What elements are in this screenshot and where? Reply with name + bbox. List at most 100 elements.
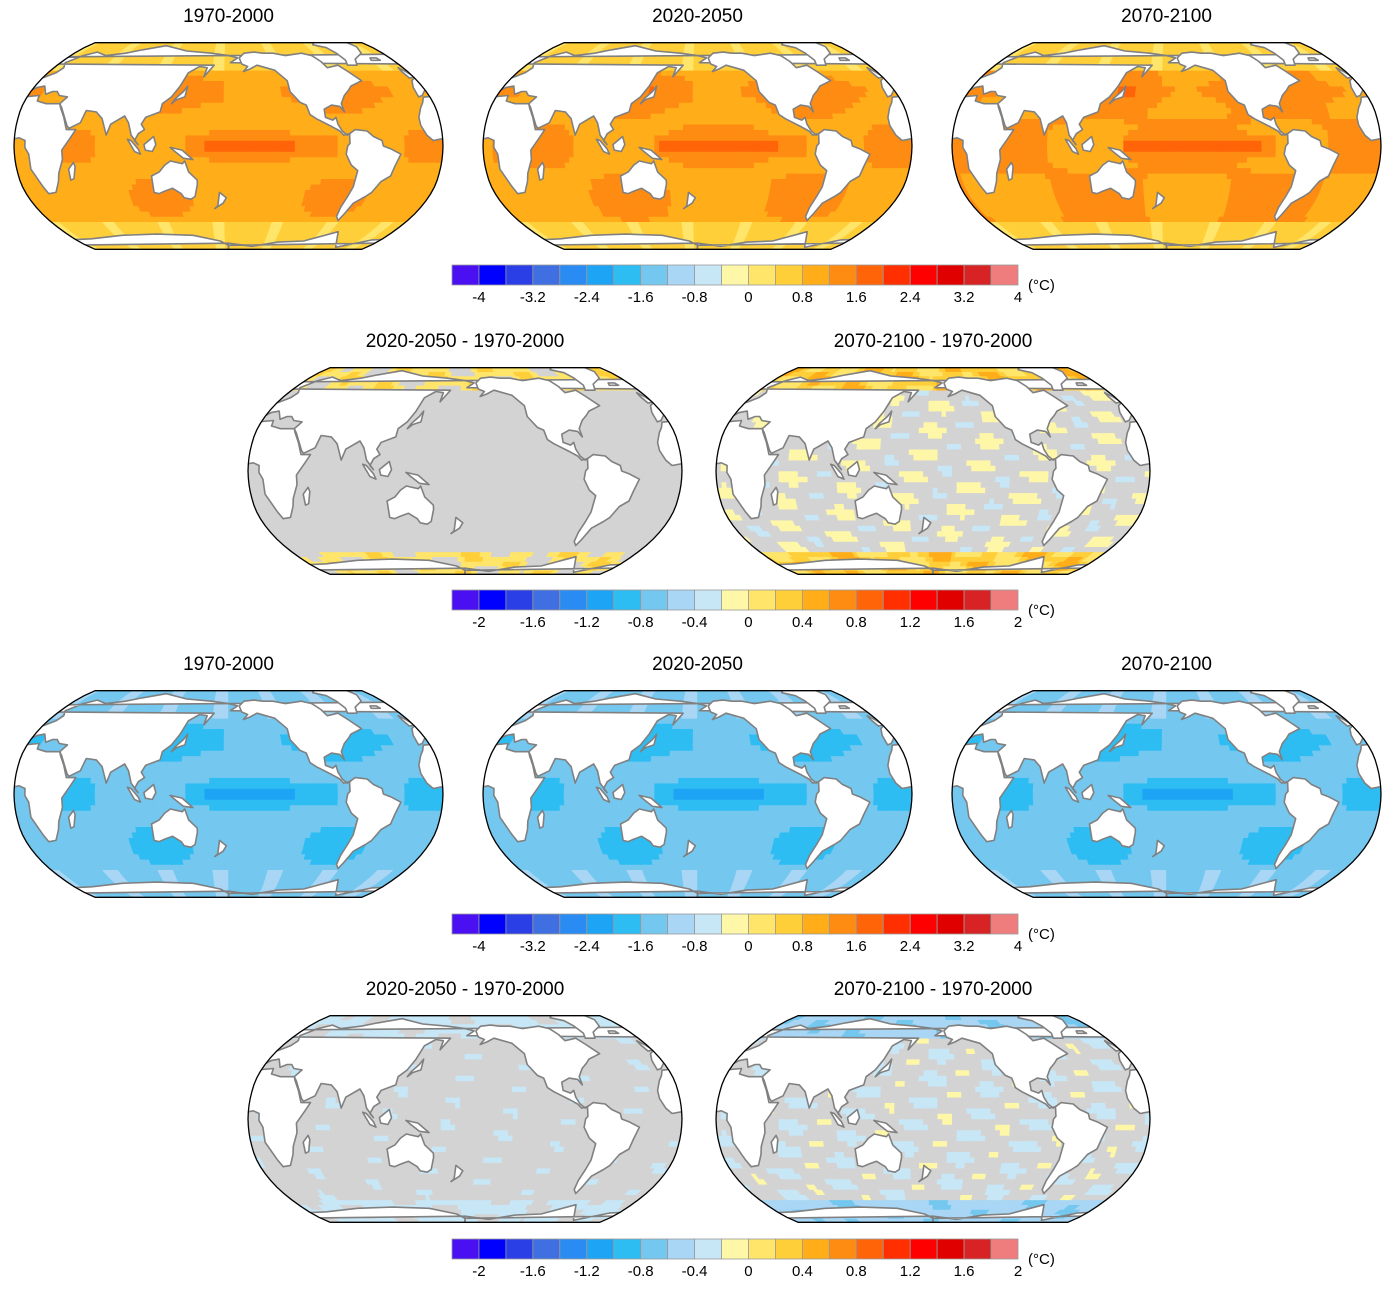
ocean-cell	[669, 189, 676, 196]
ocean-cell	[151, 151, 158, 158]
ocean-cell	[274, 167, 281, 174]
ocean-cell	[274, 118, 281, 125]
ocean-cell	[195, 118, 201, 125]
ocean-cell	[275, 156, 282, 163]
ocean-cell	[80, 140, 87, 147]
ocean-cell	[693, 221, 698, 228]
ocean-cell	[182, 102, 188, 109]
ocean-cell	[147, 162, 154, 169]
ocean-cell	[195, 167, 201, 174]
ocean-cell	[157, 113, 164, 119]
ocean-cell	[218, 173, 225, 179]
ocean-cell	[266, 151, 272, 158]
ocean-cell	[312, 162, 319, 169]
ocean-cell	[270, 129, 277, 136]
ocean-cell	[89, 140, 96, 147]
ocean-cell	[374, 129, 381, 136]
ocean-cell	[223, 113, 229, 119]
ocean-cell	[246, 189, 252, 196]
ocean-cell	[255, 107, 262, 114]
ocean-cell	[270, 156, 277, 163]
ocean-cell	[209, 134, 215, 141]
ocean-cell	[223, 140, 229, 147]
ocean-cell	[185, 140, 191, 147]
ocean-cell	[275, 140, 282, 147]
ocean-cell	[293, 113, 300, 119]
ocean-cell	[223, 75, 229, 82]
ocean-cell	[428, 140, 434, 147]
ocean-cell	[114, 129, 120, 136]
ocean-cell	[201, 200, 208, 207]
ocean-cell	[724, 183, 731, 190]
ocean-cell	[242, 118, 248, 125]
ocean-cell	[220, 69, 225, 76]
ocean-cell	[220, 231, 226, 237]
ocean-cell	[260, 173, 267, 179]
ocean-cell	[215, 216, 221, 222]
ocean-cell	[254, 189, 261, 196]
ocean-cell	[237, 134, 244, 141]
ocean-cell	[206, 85, 212, 92]
ocean-cell	[171, 113, 178, 119]
ocean-cell	[176, 113, 183, 119]
ocean-cell	[261, 145, 267, 152]
ocean-cell	[284, 162, 291, 169]
ocean-cell	[215, 211, 221, 217]
ocean-cell	[246, 123, 253, 130]
ocean-cell	[228, 129, 234, 136]
ocean-cell	[215, 75, 221, 82]
ocean-cell	[681, 221, 687, 228]
ocean-cell	[232, 118, 239, 125]
ocean-cell	[232, 91, 238, 98]
ocean-cell	[123, 145, 129, 152]
ocean-cell	[680, 211, 686, 217]
ocean-cell	[674, 189, 680, 196]
ocean-cell	[186, 113, 192, 119]
ocean-cell	[118, 134, 125, 141]
ocean-cell	[289, 129, 296, 136]
ocean-cell	[256, 162, 262, 169]
ocean-cell	[213, 156, 220, 163]
ocean-cell	[228, 236, 233, 242]
ocean-cell	[298, 123, 305, 130]
ocean-cell	[242, 145, 248, 152]
ocean-cell	[692, 205, 698, 212]
ocean-cell	[214, 113, 220, 119]
ocean-cell	[204, 140, 210, 147]
ocean-cell	[156, 129, 163, 136]
ocean-cell	[119, 123, 126, 130]
ocean-cell	[289, 134, 296, 141]
ocean-cell	[90, 156, 97, 163]
ocean-cell	[719, 183, 726, 190]
ocean-cell	[246, 102, 252, 109]
ocean-cell	[242, 151, 248, 158]
ocean-cell	[212, 221, 218, 228]
ocean-cell	[104, 151, 111, 158]
ocean-cell	[684, 216, 690, 222]
ocean-cell	[308, 123, 315, 130]
ocean-cell	[337, 156, 343, 163]
ocean-cell	[224, 64, 229, 71]
ocean-cell	[209, 96, 216, 103]
ocean-cell	[670, 194, 676, 201]
ocean-cell	[303, 162, 310, 169]
ocean-cell	[247, 156, 253, 163]
ocean-cell	[228, 221, 233, 228]
ocean-cell	[123, 156, 130, 163]
ocean-cell	[701, 200, 707, 207]
ocean-cell	[221, 236, 226, 242]
ocean-cell	[264, 107, 271, 114]
ocean-cell	[210, 200, 216, 207]
ocean-cell	[337, 140, 344, 147]
ocean-cell	[241, 189, 248, 196]
ocean-cell	[715, 189, 721, 196]
ocean-cell	[318, 134, 325, 141]
ocean-cell	[206, 80, 213, 87]
ocean-cell	[196, 189, 203, 196]
ocean-cell	[194, 140, 201, 147]
ocean-cell	[192, 91, 199, 98]
ocean-cell	[186, 102, 193, 109]
ocean-cell	[294, 134, 301, 141]
ocean-cell	[428, 145, 434, 152]
ocean-cell	[408, 134, 415, 141]
